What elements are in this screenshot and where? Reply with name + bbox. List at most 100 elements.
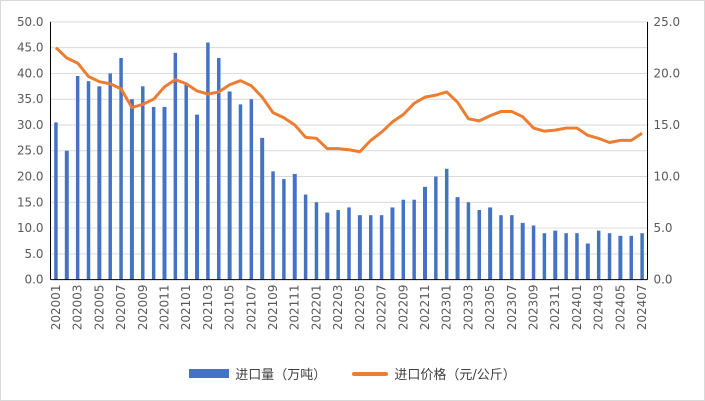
bar bbox=[434, 176, 438, 280]
bar bbox=[195, 114, 200, 280]
bar bbox=[542, 233, 547, 280]
x-tick-label: 202205 bbox=[353, 285, 367, 331]
bar bbox=[75, 76, 80, 280]
bar bbox=[162, 106, 167, 280]
y-left-tick-label: 15.0 bbox=[17, 195, 44, 209]
x-tick-label: 202305 bbox=[483, 285, 497, 331]
y-left-tick-label: 20.0 bbox=[17, 170, 44, 184]
bar bbox=[260, 137, 265, 280]
x-tick-label: 202111 bbox=[288, 285, 302, 331]
bar bbox=[531, 225, 536, 280]
y-left-tick-label: 50.0 bbox=[17, 15, 44, 29]
y-right-tick-label: 20.0 bbox=[653, 66, 680, 80]
bar bbox=[455, 197, 460, 280]
y-right-tick-label: 15.0 bbox=[653, 118, 680, 132]
bar bbox=[303, 194, 308, 280]
bar bbox=[129, 99, 134, 280]
bar bbox=[173, 52, 178, 280]
x-tick-label: 202303 bbox=[461, 285, 475, 331]
y-left-tick-label: 40.0 bbox=[17, 66, 44, 80]
x-tick-label: 202107 bbox=[244, 285, 258, 331]
x-tick-label: 202101 bbox=[179, 285, 193, 331]
x-tick-label: 202201 bbox=[309, 285, 323, 331]
bar bbox=[477, 210, 482, 280]
bar bbox=[184, 83, 188, 280]
x-tick-label: 202211 bbox=[418, 285, 432, 331]
bar bbox=[379, 215, 384, 280]
x-tick-label: 202403 bbox=[592, 285, 606, 331]
bar bbox=[292, 173, 297, 280]
bar bbox=[629, 235, 633, 280]
legend-swatch-line bbox=[352, 371, 389, 376]
bar bbox=[249, 99, 254, 280]
bar bbox=[64, 150, 69, 280]
bar bbox=[217, 57, 221, 280]
bar bbox=[607, 233, 612, 280]
x-tick-label: 202405 bbox=[613, 285, 627, 331]
bar bbox=[390, 207, 395, 280]
legend-item-volume: 进口量（万吨） bbox=[189, 364, 326, 383]
x-tick-label: 202207 bbox=[375, 285, 389, 331]
bar bbox=[347, 207, 351, 280]
bar bbox=[141, 86, 145, 280]
legend: 进口量（万吨） 进口价格（元/公斤） bbox=[0, 364, 705, 383]
y-left-tick-label: 45.0 bbox=[17, 41, 44, 55]
bar bbox=[325, 212, 330, 280]
y-left-tick-label: 5.0 bbox=[25, 247, 44, 261]
bar bbox=[640, 233, 644, 280]
legend-swatch-bar bbox=[189, 369, 230, 378]
x-tick-label: 202203 bbox=[331, 285, 345, 331]
bar bbox=[585, 243, 590, 280]
bar bbox=[54, 122, 58, 280]
bar bbox=[206, 42, 210, 280]
bar bbox=[510, 215, 514, 280]
y-right-tick-label: 5.0 bbox=[653, 221, 672, 235]
bar bbox=[151, 106, 156, 280]
bar bbox=[108, 73, 112, 280]
bar bbox=[282, 179, 286, 280]
x-tick-label: 202003 bbox=[71, 285, 85, 331]
x-tick-label: 202109 bbox=[266, 285, 280, 331]
x-tick-label: 202001 bbox=[49, 285, 63, 331]
x-tick-label: 202105 bbox=[223, 285, 237, 331]
legend-label-volume: 进口量（万吨） bbox=[235, 368, 327, 383]
y-right-tick-label: 0.0 bbox=[653, 273, 672, 287]
x-tick-label: 202011 bbox=[157, 285, 171, 331]
x-tick-label: 202301 bbox=[440, 285, 454, 331]
price-line bbox=[54, 46, 643, 154]
bar bbox=[564, 233, 568, 280]
y-left-tick-label: 25.0 bbox=[17, 144, 44, 158]
bar bbox=[618, 235, 623, 280]
bar bbox=[466, 202, 471, 280]
bar bbox=[314, 202, 319, 280]
y-right-tick-label: 25.0 bbox=[653, 15, 680, 29]
bar bbox=[119, 57, 123, 280]
y-left-tick-label: 0.0 bbox=[25, 273, 44, 287]
bar bbox=[575, 233, 579, 280]
y-left-tick-label: 30.0 bbox=[17, 118, 44, 132]
bar bbox=[488, 207, 493, 280]
x-tick-label: 202311 bbox=[548, 285, 562, 331]
y-right-tick-label: 10.0 bbox=[653, 170, 680, 184]
bar bbox=[336, 210, 340, 280]
x-tick-label: 202005 bbox=[92, 285, 106, 331]
bar bbox=[86, 81, 91, 280]
y-left-tick-label: 10.0 bbox=[17, 221, 44, 235]
x-tick-label: 202103 bbox=[201, 285, 215, 331]
x-tick-label: 202007 bbox=[114, 285, 128, 331]
y-left-tick-label: 35.0 bbox=[17, 92, 44, 106]
bar bbox=[357, 215, 362, 280]
x-tick-label: 202309 bbox=[527, 285, 541, 331]
bar bbox=[271, 171, 275, 280]
legend-item-price: 进口价格（元/公斤） bbox=[352, 364, 516, 383]
bar bbox=[401, 199, 406, 280]
bar bbox=[499, 215, 503, 280]
bar bbox=[423, 186, 427, 280]
legend-label-price: 进口价格（元/公斤） bbox=[394, 368, 516, 383]
bar bbox=[412, 199, 416, 280]
bar bbox=[520, 222, 525, 280]
x-tick-label: 202401 bbox=[570, 285, 584, 331]
bar bbox=[238, 104, 243, 280]
bar bbox=[596, 230, 601, 280]
